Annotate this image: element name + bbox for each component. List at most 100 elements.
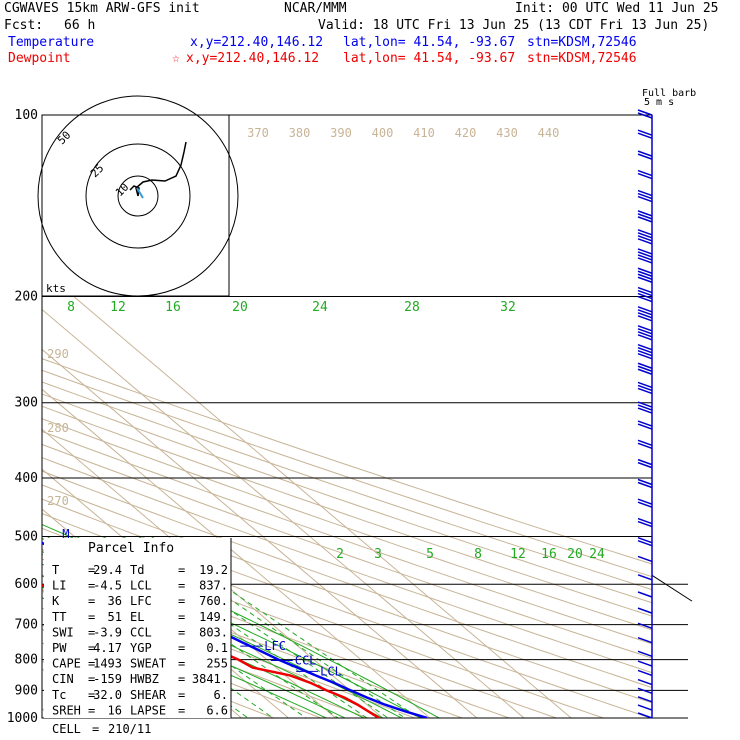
parcel-equals: = xyxy=(88,610,95,624)
parcel-equals: = xyxy=(88,672,95,686)
dry-adiabat-line xyxy=(42,115,652,718)
parcel-key: LAPSE xyxy=(130,703,166,717)
wind-barb xyxy=(637,257,653,264)
dewpoint-latlon: lat,lon= 41.54, -93.67 xyxy=(343,51,516,66)
wind-barb xyxy=(637,312,653,319)
parcel-equals: = xyxy=(88,579,95,593)
parcel-equals: = xyxy=(88,657,95,671)
parcel-equals: = xyxy=(178,625,185,639)
parcel-value: 4.17 xyxy=(93,641,122,655)
parcel-equals: = xyxy=(178,657,185,671)
mixing-ratio-label: 12 xyxy=(510,547,526,562)
parcel-key: LCL xyxy=(130,579,152,593)
wind-barb xyxy=(637,210,653,217)
pressure-tick-label: 400 xyxy=(15,471,38,486)
wind-barb xyxy=(637,213,653,220)
parcel-equals: = xyxy=(178,672,185,686)
wind-barb xyxy=(637,238,653,245)
parcel-key: HWBZ xyxy=(130,672,159,686)
wind-barb xyxy=(637,189,653,197)
level-marker-lfc: LFC xyxy=(264,639,286,653)
parcel-equals: = xyxy=(88,563,95,577)
wind-barb xyxy=(637,387,653,395)
hodograph-ring xyxy=(85,143,191,249)
wind-barb xyxy=(637,267,653,274)
parcel-equals: = xyxy=(178,641,185,655)
parcel-key: SWEAT xyxy=(130,657,166,671)
dry-adiabat-line xyxy=(42,115,652,718)
parcel-value: 29.4 xyxy=(93,563,122,577)
wind-barb xyxy=(637,346,653,354)
wind-barb xyxy=(637,309,653,316)
wind-barb xyxy=(637,276,653,283)
parcel-key: K xyxy=(52,594,60,608)
dry-adiabat-line xyxy=(42,115,652,718)
parcel-equals: = xyxy=(88,594,95,608)
parcel-equals: = xyxy=(178,703,185,717)
wind-barb xyxy=(637,687,653,695)
temperature-legend: Temperature xyxy=(8,35,95,50)
wind-barb xyxy=(637,292,653,300)
wind-barb xyxy=(637,334,653,341)
parcel-value: 1493 xyxy=(93,657,122,671)
parcel-value: 16 xyxy=(108,703,122,717)
wind-barb xyxy=(637,216,653,223)
temperature-latlon: lat,lon= 41.54, -93.67 xyxy=(343,35,516,50)
wind-barb xyxy=(637,607,653,614)
hodograph-box xyxy=(41,114,230,297)
wind-barb xyxy=(637,420,653,427)
wind-barb xyxy=(637,368,653,375)
wind-barb xyxy=(637,404,653,411)
wind-barb xyxy=(637,591,653,598)
wind-barb xyxy=(637,362,653,369)
parcel-value: 803. xyxy=(199,625,228,639)
theta-label: 290 xyxy=(47,347,69,361)
parcel-equals: = xyxy=(88,688,95,702)
wind-barb xyxy=(637,132,653,139)
theta-label: 280 xyxy=(47,421,69,435)
wind-barb xyxy=(637,636,653,644)
parcel-info-title: Parcel Info xyxy=(88,541,174,556)
barb-legend-units: 5 m s xyxy=(644,97,674,108)
dry-adiabat-line xyxy=(42,115,369,718)
wind-barb xyxy=(637,192,653,200)
wind-barb xyxy=(637,251,653,258)
dewpoint-station: stn=KDSM,72546 xyxy=(527,51,637,66)
pressure-tick-label: 600 xyxy=(15,577,38,592)
parcel-equals: = xyxy=(178,579,185,593)
wind-barb xyxy=(637,650,653,657)
wind-barb xyxy=(637,439,653,447)
wind-barb xyxy=(637,153,653,160)
theta-label: 380 xyxy=(289,126,311,140)
mixing-ratio-line xyxy=(122,536,389,718)
wind-barb xyxy=(637,517,653,525)
parcel-equals: = xyxy=(88,703,95,717)
parcel-value: 51 xyxy=(108,610,122,624)
wind-barb xyxy=(637,461,653,469)
parcel-key: PW xyxy=(52,641,67,655)
parcel-key: SWI xyxy=(52,625,74,639)
mixing-ratio-labels: 8 12 16 20 24 28 32 2 3 5 8 12 16 20 24 xyxy=(67,300,605,562)
wind-barb xyxy=(637,442,653,450)
wind-barb xyxy=(637,295,653,303)
mixing-ratio-label: 2 xyxy=(336,547,344,562)
wind-barb xyxy=(637,270,653,277)
parcel-key: EL xyxy=(130,610,144,624)
dewpoint-coords: x,y=212.40,146.12 xyxy=(186,51,320,66)
isotherm-line xyxy=(42,115,525,718)
moist-adiabat-line xyxy=(42,296,346,718)
wind-barb xyxy=(637,481,653,489)
theta-label: 410 xyxy=(413,126,435,140)
dry-adiabat-line xyxy=(42,115,652,718)
mixing-ratio-label: 8 xyxy=(67,300,75,315)
parcel-equals: = xyxy=(178,610,185,624)
wind-barb xyxy=(637,248,653,255)
pressure-tick-label: 500 xyxy=(15,529,38,544)
parcel-equals: = xyxy=(178,688,185,702)
theta-label: 430 xyxy=(496,126,518,140)
hodograph-units: kts xyxy=(46,282,66,295)
parcel-value: 32.0 xyxy=(93,688,122,702)
dry-adiabat-line xyxy=(42,115,652,718)
